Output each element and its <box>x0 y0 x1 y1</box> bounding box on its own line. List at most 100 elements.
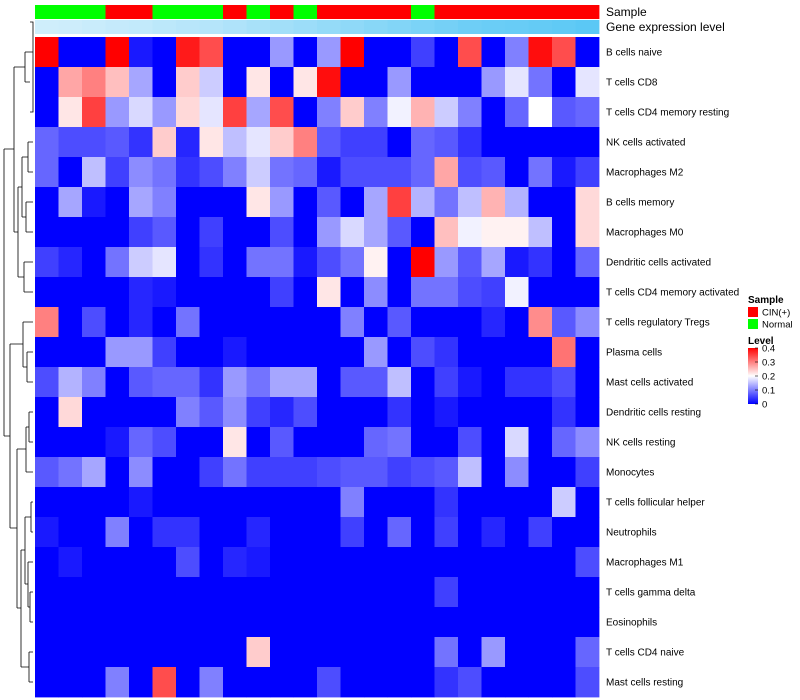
heatmap-cell <box>35 427 59 458</box>
heatmap-cell <box>152 307 177 338</box>
expression-annotation-cell <box>411 20 435 34</box>
heatmap-cell <box>528 97 553 128</box>
heatmap-cell <box>58 337 83 368</box>
heatmap-cell <box>411 337 435 368</box>
heatmap-cell <box>223 307 247 338</box>
heatmap-cell <box>223 667 247 698</box>
legend-level-gradient <box>748 348 758 404</box>
heatmap-cell <box>105 217 130 248</box>
heatmap-cell <box>411 577 435 608</box>
heatmap-cell <box>58 307 83 338</box>
heatmap-cell <box>340 307 365 338</box>
heatmap-cell <box>246 307 271 338</box>
expression-annotation-cell <box>129 20 153 34</box>
heatmap-cell <box>176 247 200 278</box>
heatmap-cell <box>246 367 271 398</box>
heatmap-cell <box>481 97 506 128</box>
heatmap-cell <box>411 667 435 698</box>
heatmap-cell <box>82 637 106 668</box>
heatmap-cell <box>58 457 83 488</box>
heatmap-cell <box>105 457 130 488</box>
expression-annotation-cell <box>152 20 177 34</box>
heatmap-cell <box>411 427 435 458</box>
heatmap-cell <box>552 157 576 188</box>
heatmap-cell <box>270 547 294 578</box>
heatmap-cell <box>411 517 435 548</box>
heatmap-cell <box>505 397 529 428</box>
heatmap-cell <box>458 517 482 548</box>
heatmap-cell <box>364 247 388 278</box>
heatmap-cell <box>152 337 177 368</box>
heatmap-cell <box>387 607 412 638</box>
heatmap-row-labels: B cells naive T cells CD8 T cells CD4 memo… <box>606 48 739 689</box>
heatmap-cell <box>246 607 271 638</box>
heatmap-cell <box>411 457 435 488</box>
row-label: Dendritic cells resting <box>606 408 701 419</box>
heatmap-cell <box>552 397 576 428</box>
heatmap-cell <box>340 277 365 308</box>
heatmap-cell <box>528 577 553 608</box>
sample-annotation-cell <box>82 5 106 19</box>
heatmap-cell <box>387 397 412 428</box>
expression-annotation-cell <box>270 20 294 34</box>
heatmap-cell <box>82 247 106 278</box>
heatmap-cell <box>387 637 412 668</box>
row-label: Macrophages M1 <box>606 558 684 569</box>
expression-annotation-cell <box>317 20 341 34</box>
heatmap-cell <box>434 37 459 68</box>
heatmap-cell <box>317 577 341 608</box>
heatmap-cell <box>199 97 224 128</box>
dendrogram-link <box>30 21 34 113</box>
heatmap-cell <box>129 337 153 368</box>
heatmap-cell <box>387 457 412 488</box>
heatmap-cell <box>246 37 271 68</box>
heatmap-cell <box>340 487 365 518</box>
heatmap-cell <box>129 157 153 188</box>
expression-annotation-cell <box>552 20 576 34</box>
heatmap-cell <box>293 427 318 458</box>
heatmap-cell <box>270 487 294 518</box>
heatmap-cell <box>270 427 294 458</box>
heatmap-cell <box>317 457 341 488</box>
heatmap-cell <box>317 187 341 218</box>
heatmap-cell <box>364 487 388 518</box>
heatmap-cell <box>317 427 341 458</box>
sample-annotation-cell <box>199 5 224 19</box>
heatmap-cell <box>528 247 553 278</box>
heatmap-cell <box>35 337 59 368</box>
heatmap-cell <box>105 67 130 98</box>
heatmap-cell <box>575 37 600 68</box>
heatmap-cell <box>552 217 576 248</box>
heatmap-cell <box>387 67 412 98</box>
heatmap-cell <box>411 367 435 398</box>
sample-annotation-cell <box>364 5 388 19</box>
heatmap-cell <box>434 577 459 608</box>
heatmap-cell <box>364 187 388 218</box>
sample-annotation-cell <box>434 5 459 19</box>
heatmap-cell <box>152 187 177 218</box>
sample-annotation-cell <box>270 5 294 19</box>
heatmap-cell <box>528 547 553 578</box>
heatmap-cell <box>223 607 247 638</box>
heatmap-cell <box>317 397 341 428</box>
heatmap-cell <box>505 517 529 548</box>
heatmap-cell <box>528 487 553 518</box>
heatmap-cell <box>434 637 459 668</box>
heatmap-cell <box>505 307 529 338</box>
heatmap-cell <box>199 67 224 98</box>
heatmap-cell <box>293 247 318 278</box>
heatmap-cell <box>364 367 388 398</box>
heatmap-cell <box>105 667 130 698</box>
sample-annotation-cell <box>246 5 271 19</box>
heatmap-cell <box>364 637 388 668</box>
heatmap-cell <box>223 37 247 68</box>
heatmap-cell <box>223 67 247 98</box>
heatmap-cell <box>528 667 553 698</box>
heatmap-cell <box>82 607 106 638</box>
heatmap-cell <box>152 457 177 488</box>
heatmap-cell <box>340 667 365 698</box>
row-label: NK cells resting <box>606 438 675 449</box>
heatmap-cell <box>364 397 388 428</box>
heatmap-cell <box>246 667 271 698</box>
